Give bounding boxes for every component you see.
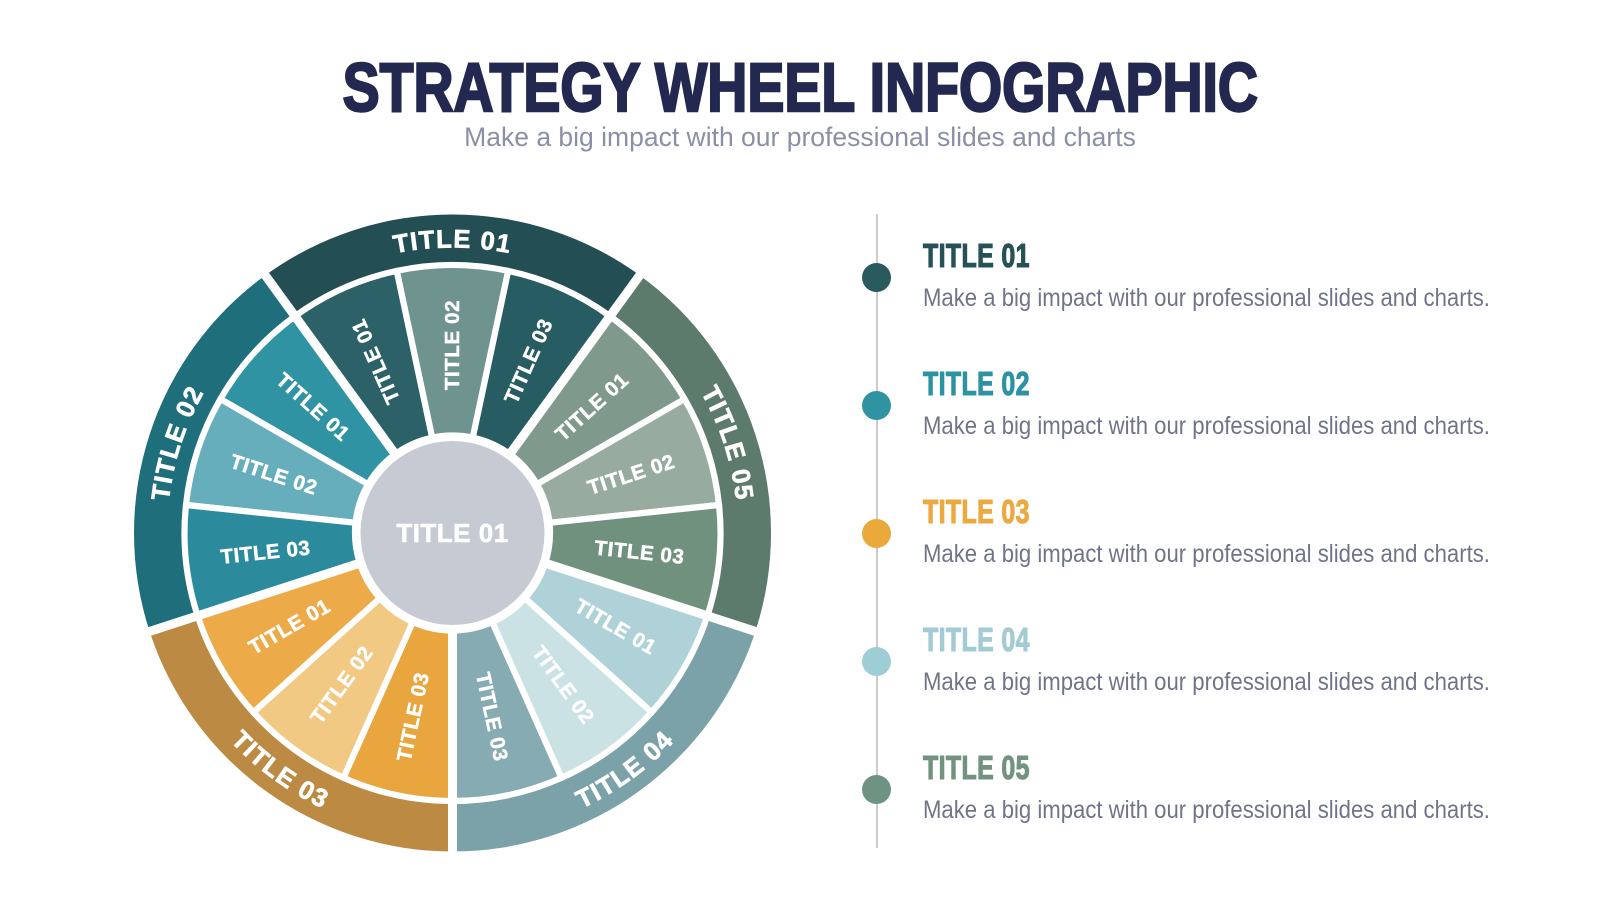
svg-text:TITLE 02: TITLE 02 — [441, 300, 464, 390]
svg-text:TITLE 03: TITLE 03 — [219, 536, 311, 568]
svg-text:TITLE 01: TITLE 01 — [396, 518, 508, 548]
